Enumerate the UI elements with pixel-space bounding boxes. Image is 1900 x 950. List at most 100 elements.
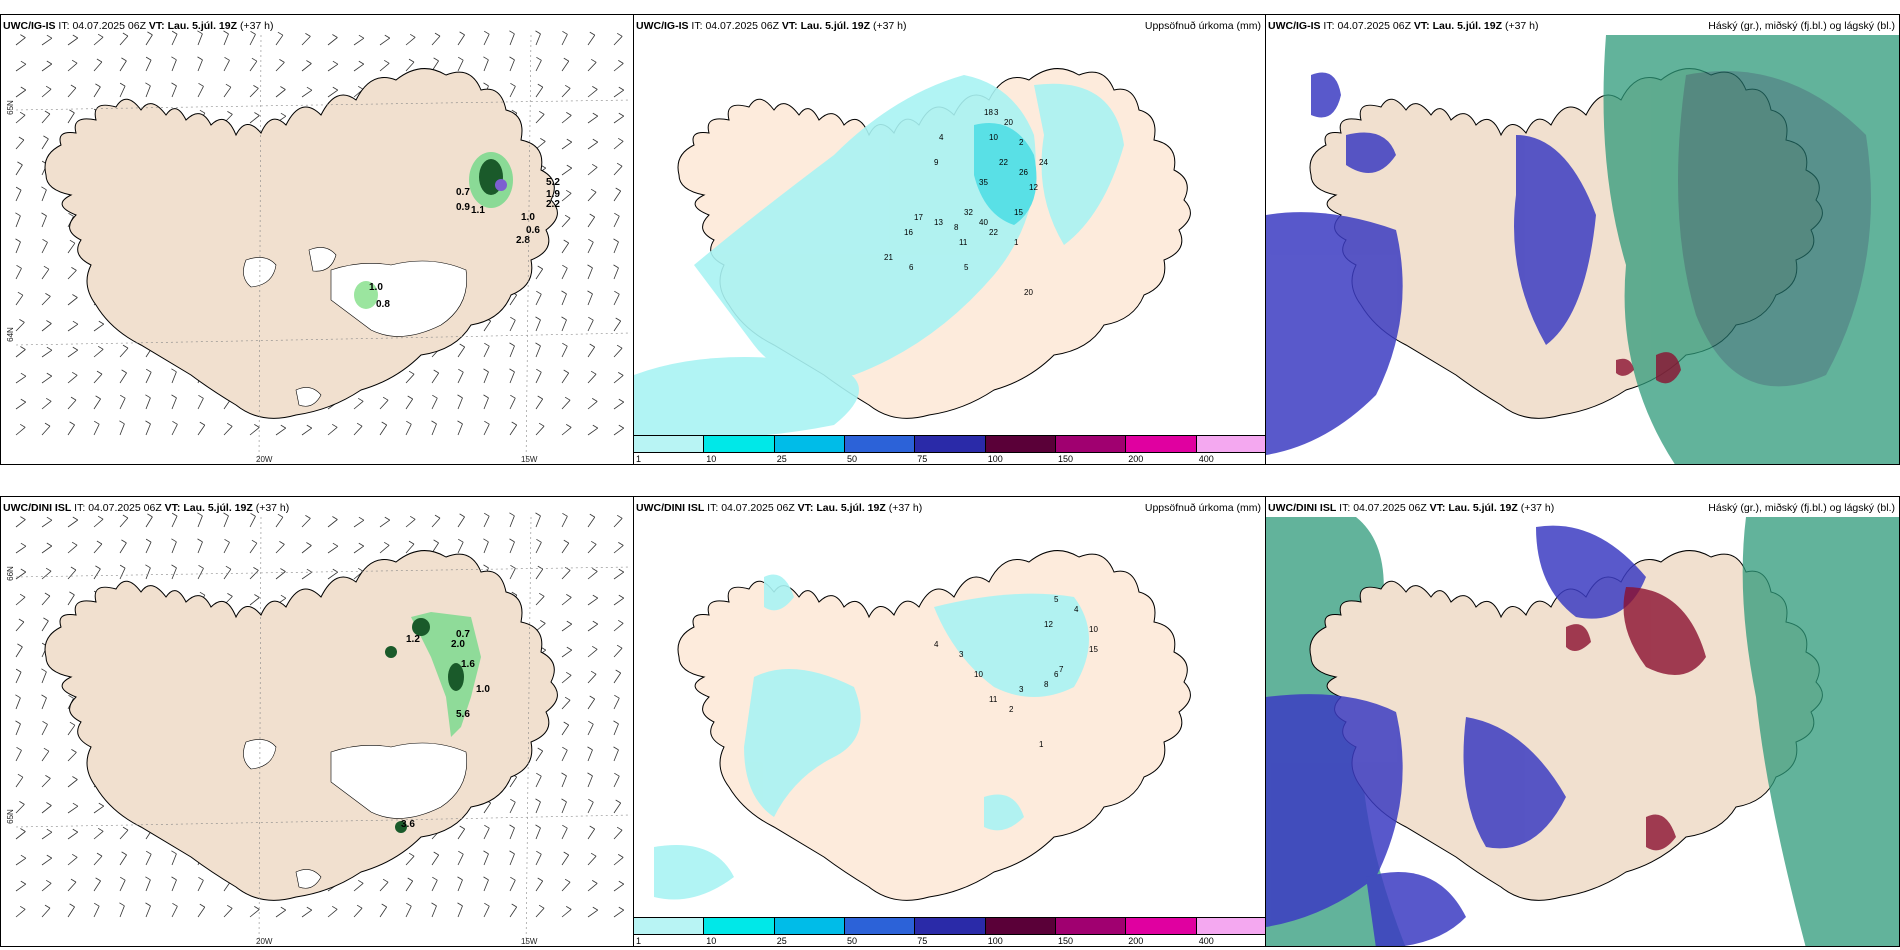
precip-value: 17 bbox=[914, 213, 923, 222]
lat-label: 65N bbox=[5, 100, 15, 115]
precip-map-row2[interactable]: UWC/DINI ISL IT: 04.07.2025 06Z VT: Lau.… bbox=[633, 496, 1266, 947]
precip-value: 3 bbox=[959, 650, 964, 659]
panel-header: UWC/IG-IS IT: 04.07.2025 06Z VT: Lau. 5.… bbox=[3, 20, 274, 32]
glaciers bbox=[243, 739, 467, 889]
precip-value: 15 bbox=[1014, 208, 1023, 217]
legend-label: 10 bbox=[706, 454, 717, 464]
precip-value: 9 bbox=[934, 158, 939, 167]
wind-map-svg: 0.7 1.2 2.0 1.6 5.6 3.6 1.0 bbox=[15, 512, 632, 946]
legend-swatch bbox=[915, 435, 986, 453]
panel-header: UWC/IG-IS IT: 04.07.2025 06Z VT: Lau. 5.… bbox=[1268, 20, 1539, 32]
legend-label: 400 bbox=[1198, 454, 1214, 464]
precip-value: 8 bbox=[954, 223, 959, 232]
high-cloud-east bbox=[1742, 517, 1899, 946]
legend-label: 100 bbox=[987, 454, 1003, 464]
lat-label: 66N bbox=[5, 566, 15, 581]
wind-map-row1[interactable]: UWC/IG-IS IT: 04.07.2025 06Z VT: Lau. 5.… bbox=[0, 14, 634, 465]
precip-map-row1[interactable]: UWC/IG-IS IT: 04.07.2025 06Z VT: Lau. 5.… bbox=[633, 14, 1266, 465]
precip-legend: 1 10 25 50 75 100 150 200 400 bbox=[634, 917, 1265, 946]
precip-value: 6 bbox=[909, 263, 914, 272]
precip-value: 12 bbox=[1044, 620, 1053, 629]
lat-label: 65N bbox=[5, 809, 15, 824]
precip-value: 2 bbox=[1019, 138, 1024, 147]
cloud-map-svg bbox=[1266, 35, 1899, 464]
iceland-landmass bbox=[44, 68, 558, 419]
precip-value: 40 bbox=[979, 218, 988, 227]
precip-area bbox=[654, 574, 1089, 900]
legend-swatch bbox=[704, 917, 775, 935]
legend-swatch bbox=[1126, 435, 1197, 453]
lon-label: 15W bbox=[521, 455, 538, 464]
legend-swatch bbox=[634, 435, 705, 453]
precip-area bbox=[634, 75, 1124, 439]
panel-header: UWC/DINI ISL IT: 04.07.2025 06Z VT: Lau.… bbox=[636, 502, 923, 514]
wind-value: 1.6 bbox=[461, 659, 475, 670]
precip-value: 21 bbox=[884, 253, 893, 262]
legend-label: 75 bbox=[917, 936, 928, 946]
legend-label: 150 bbox=[1058, 454, 1074, 464]
precip-value: 24 bbox=[1039, 158, 1048, 167]
wind-value: 1.0 bbox=[369, 282, 383, 293]
precip-value: 22 bbox=[999, 158, 1008, 167]
precip-value: 10 bbox=[1089, 625, 1098, 634]
precip-value: 1 bbox=[1014, 238, 1019, 247]
legend-label: 10 bbox=[706, 936, 717, 946]
legend-swatch bbox=[1056, 917, 1127, 935]
precip-value: 32 bbox=[964, 208, 973, 217]
cloud-title: Háský (gr.), miðský (fj.bl.) og lágský (… bbox=[1708, 502, 1895, 514]
legend-swatch bbox=[985, 917, 1056, 935]
precip-value: 15 bbox=[1089, 645, 1098, 654]
cloud-map-svg bbox=[1266, 517, 1899, 946]
wind-value: 0.9 bbox=[456, 202, 470, 213]
panel-header: UWC/DINI ISL IT: 04.07.2025 06Z VT: Lau.… bbox=[1268, 502, 1555, 514]
wind-value: 1.0 bbox=[521, 212, 535, 223]
legend-label: 200 bbox=[1128, 936, 1144, 946]
wind-value: 5.2 bbox=[546, 177, 560, 188]
legend-label: 50 bbox=[847, 936, 858, 946]
cloud-title: Háský (gr.), miðský (fj.bl.) og lágský (… bbox=[1708, 20, 1895, 32]
wind-value: 1.1 bbox=[471, 205, 485, 216]
precip-legend: 1 10 25 50 75 100 150 200 400 bbox=[634, 435, 1265, 464]
precip-value: 6 bbox=[1054, 670, 1059, 679]
lon-label: 15W bbox=[521, 937, 538, 946]
wind-value: 2.8 bbox=[516, 235, 530, 246]
wind-value: 0.6 bbox=[526, 225, 540, 236]
cloud-map-row1[interactable]: UWC/IG-IS IT: 04.07.2025 06Z VT: Lau. 5.… bbox=[1265, 14, 1900, 465]
wind-value: 2.2 bbox=[546, 199, 560, 210]
grid-lines bbox=[15, 516, 632, 946]
precip-value: 3 bbox=[1019, 685, 1024, 694]
wind-value-labels: 0.7 1.2 2.0 1.6 5.6 3.6 1.0 bbox=[401, 629, 490, 830]
legend-label: 75 bbox=[917, 454, 928, 464]
wind-map-svg: 0.7 0.9 1.1 1.0 0.62.8 5.21.92.2 1.0 0.8 bbox=[15, 30, 632, 464]
mid-cloud bbox=[1566, 587, 1706, 851]
legend-swatch bbox=[1126, 917, 1197, 935]
legend-swatch bbox=[845, 917, 916, 935]
cloud-map-row2[interactable]: UWC/DINI ISL IT: 04.07.2025 06Z VT: Lau.… bbox=[1265, 496, 1900, 947]
precip-value: 3 bbox=[994, 108, 999, 117]
legend-swatch bbox=[915, 917, 986, 935]
wind-value: 1.9 bbox=[546, 189, 560, 200]
legend-label: 25 bbox=[776, 454, 787, 464]
legend-swatch bbox=[774, 917, 845, 935]
precip-value: 8 bbox=[1044, 680, 1049, 689]
precip-value: 26 bbox=[1019, 168, 1028, 177]
precip-value: 20 bbox=[1024, 288, 1033, 297]
lon-label: 20W bbox=[256, 937, 273, 946]
wind-value: 0.7 bbox=[456, 187, 470, 198]
precip-value: 5 bbox=[1054, 595, 1059, 604]
precip-value: 10 bbox=[974, 670, 983, 679]
iceland-landmass bbox=[44, 550, 558, 901]
precip-value: 1 bbox=[1039, 740, 1044, 749]
wind-value: 5.6 bbox=[456, 709, 470, 720]
legend-swatch bbox=[704, 435, 775, 453]
wind-map-row2[interactable]: UWC/DINI ISL IT: 04.07.2025 06Z VT: Lau.… bbox=[0, 496, 634, 947]
grid-lines bbox=[15, 34, 632, 464]
precip-value: 13 bbox=[934, 218, 943, 227]
legend-label: 25 bbox=[776, 936, 787, 946]
wind-value: 0.8 bbox=[376, 299, 390, 310]
glaciers bbox=[243, 247, 467, 407]
legend-swatch bbox=[774, 435, 845, 453]
lat-label: 64N bbox=[5, 327, 15, 342]
